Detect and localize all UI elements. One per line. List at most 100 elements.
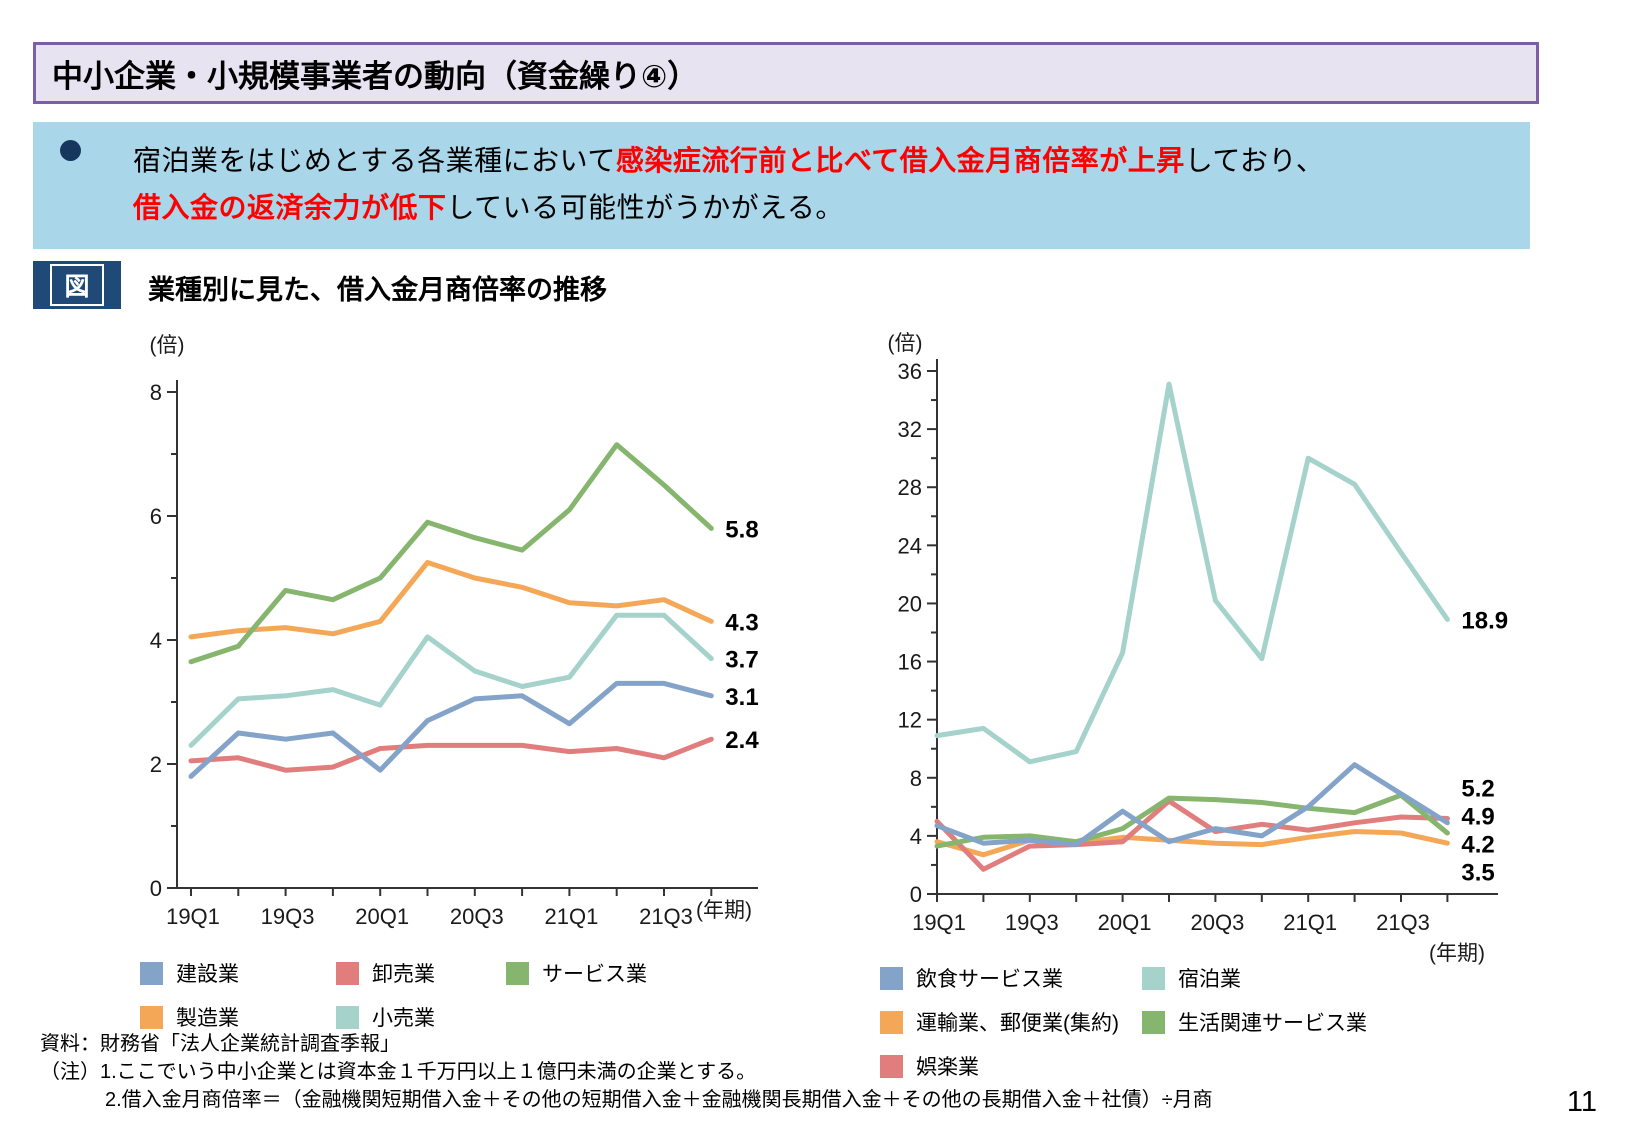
y-tick-label: 4 <box>910 824 922 849</box>
source-note: 資料：財務省「法人企業統計調査季報」 <box>40 1033 400 1055</box>
x-tick-label: 21Q1 <box>1283 910 1337 935</box>
y-tick-label: 8 <box>910 766 922 791</box>
legend-swatch-icon <box>336 1005 359 1029</box>
series-end-value: 5.2 <box>1461 775 1494 802</box>
footer-notes: 資料：財務省「法人企業統計調査季報」 （注）1.ここでいう中小企業とは資本金１千… <box>40 1030 1213 1114</box>
series-end-value: 3.1 <box>725 684 758 711</box>
x-tick-label: 21Q3 <box>639 904 693 929</box>
y-tick-label: 6 <box>150 504 162 529</box>
left-line-chart: 0 2 4 6 8 19Q1 19Q3 20Q1 20Q3 21Q1 21Q3 (倍) (年期) 5.8 4… <box>150 334 760 929</box>
series-line-green <box>934 792 1450 849</box>
x-unit-label: (年期) <box>696 899 752 922</box>
x-tick-label: 21Q3 <box>1376 910 1430 935</box>
legend-label: 宿泊業 <box>1178 968 1241 991</box>
legend-item: 製造業 <box>140 1002 336 1032</box>
x-tick-label: 20Q3 <box>450 904 504 929</box>
y-tick-label: 0 <box>150 876 162 901</box>
series-end-value: 4.3 <box>725 609 758 636</box>
legend-swatch-icon <box>880 1054 903 1078</box>
legend-swatch-icon <box>506 961 529 985</box>
legend-item: 飲食サービス業 <box>880 963 1142 993</box>
legend-item: 運輸業、郵便業(集約) <box>880 1007 1142 1037</box>
x-tick-label: 19Q3 <box>1005 910 1059 935</box>
series-end-value: 2.4 <box>725 727 759 754</box>
legend-label: 運輸業、郵便業(集約) <box>916 1012 1119 1035</box>
series-line-green <box>188 442 714 665</box>
series-line-red <box>188 736 714 773</box>
series-line-blue <box>188 680 714 779</box>
figure-tag-badge: 図 <box>33 261 121 309</box>
legend-label: 小売業 <box>372 1007 435 1030</box>
x-tick-label: 20Q1 <box>1098 910 1152 935</box>
legend-label: 卸売業 <box>372 963 435 986</box>
series-end-value: 5.8 <box>725 516 758 543</box>
x-tick-label: 21Q1 <box>544 904 598 929</box>
legend-item: 生活関連サービス業 <box>1142 1007 1367 1037</box>
legend-item: 宿泊業 <box>1142 963 1367 993</box>
legend-swatch-icon <box>336 961 359 985</box>
series-end-value: 4.2 <box>1461 831 1494 858</box>
legend-item: サービス業 <box>506 958 647 988</box>
page-number: 11 <box>1566 1086 1597 1118</box>
y-tick-label: 8 <box>150 380 162 405</box>
series-line-red <box>934 798 1450 872</box>
legend-swatch-icon <box>1142 1010 1165 1034</box>
legend-label: 製造業 <box>176 1007 239 1030</box>
series-line-teal <box>934 381 1450 765</box>
y-tick-label: 0 <box>910 882 922 907</box>
figure-tag-label: 図 <box>50 264 104 306</box>
series-end-value: 4.9 <box>1461 803 1494 830</box>
series-line-teal <box>188 612 714 748</box>
axis-line <box>936 359 1498 895</box>
y-tick-label: 32 <box>898 417 922 442</box>
legend-item: 娯楽業 <box>880 1051 1142 1081</box>
y-unit-label: (倍) <box>888 332 923 355</box>
y-tick-label: 16 <box>898 650 922 675</box>
legend-swatch-icon <box>140 961 163 985</box>
series-end-value: 3.7 <box>725 647 758 674</box>
series-end-value: 3.5 <box>1461 859 1494 886</box>
legend-label: 娯楽業 <box>916 1056 979 1079</box>
legend-label: 飲食サービス業 <box>916 968 1063 991</box>
figure-caption: 業種別に見た、借入金月商倍率の推移 <box>148 275 607 305</box>
left-chart-legend: 建設業 卸売業 サービス業製造業 小売業 <box>140 958 647 1032</box>
summary-line: 宿泊業をはじめとする各業種において感染症流行前と比べて借入金月商倍率が上昇してお… <box>133 145 1325 176</box>
legend-swatch-icon <box>880 1010 903 1034</box>
y-tick-label: 28 <box>898 475 922 500</box>
series-line-blue <box>934 762 1450 848</box>
x-unit-label: (年期) <box>1429 942 1485 965</box>
summary-line: 借入金の返済余力が低下している可能性がうかがえる。 <box>133 192 844 223</box>
y-tick-label: 24 <box>898 533 922 558</box>
bullet-icon <box>60 140 81 161</box>
note-2: 2.借入金月商倍率＝（金融機関短期借入金＋その他の短期借入金＋金融機関長期借入金… <box>105 1089 1213 1111</box>
right-chart-legend: 飲食サービス業 宿泊業運輸業、郵便業(集約) 生活関連サービス業娯楽業 <box>880 963 1367 1081</box>
summary-box: 宿泊業をはじめとする各業種において感染症流行前と比べて借入金月商倍率が上昇してお… <box>33 122 1530 249</box>
legend-label: 建設業 <box>176 963 239 986</box>
y-tick-label: 36 <box>898 359 922 384</box>
legend-swatch-icon <box>880 966 903 990</box>
legend-label: サービス業 <box>542 963 647 986</box>
legend-swatch-icon <box>140 1005 163 1029</box>
x-tick-label: 19Q1 <box>912 910 966 935</box>
x-tick-label: 19Q1 <box>166 904 220 929</box>
series-end-value: 18.9 <box>1461 607 1508 634</box>
y-unit-label: (倍) <box>150 334 185 357</box>
x-tick-label: 20Q1 <box>355 904 409 929</box>
legend-item: 小売業 <box>336 1002 506 1032</box>
page-title-bar: 中小企業・小規模事業者の動向（資金繰り④） <box>33 42 1539 104</box>
axis-line <box>176 380 758 889</box>
y-tick-label: 20 <box>898 591 922 616</box>
legend-label: 生活関連サービス業 <box>1178 1012 1367 1035</box>
x-tick-label: 20Q3 <box>1190 910 1244 935</box>
y-tick-label: 12 <box>898 708 922 733</box>
y-tick-label: 2 <box>150 752 162 777</box>
series-line-orange <box>188 560 714 640</box>
note-1: （注）1.ここでいう中小企業とは資本金１千万円以上１億円未満の企業とする。 <box>40 1061 757 1083</box>
right-line-chart: 0 4 8 12 16 20 24 28 32 36 19Q1 19Q3 20Q1 20Q3 21Q1 21Q… <box>888 332 1509 965</box>
legend-item: 卸売業 <box>336 958 506 988</box>
y-tick-label: 4 <box>150 628 162 653</box>
summary-text: 宿泊業をはじめとする各業種において感染症流行前と比べて借入金月商倍率が上昇してお… <box>133 137 1510 231</box>
page-title: 中小企業・小規模事業者の動向（資金繰り④） <box>52 58 699 94</box>
legend-item: 建設業 <box>140 958 336 988</box>
legend-swatch-icon <box>1142 966 1165 990</box>
